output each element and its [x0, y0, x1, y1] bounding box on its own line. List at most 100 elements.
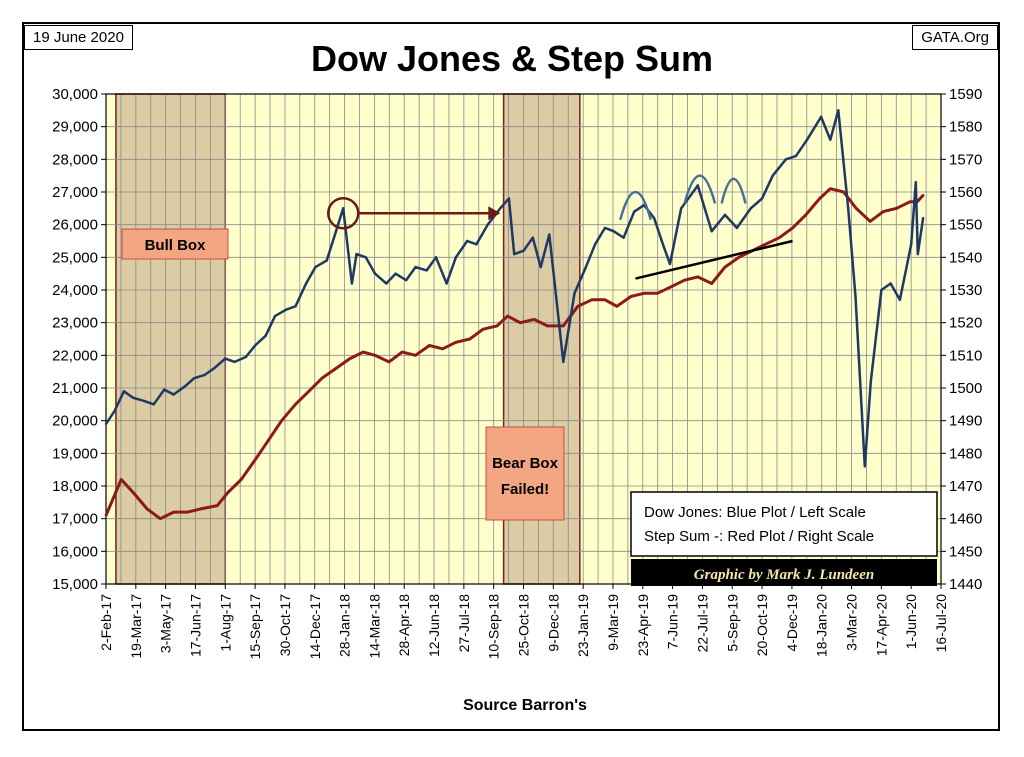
- x-tick-label: 30-Oct-17: [277, 594, 293, 656]
- dow-point: [304, 282, 308, 285]
- dow-point: [531, 236, 534, 239]
- dow-jones-line: [104, 109, 925, 468]
- dow-point: [837, 109, 840, 112]
- x-tick-label: 28-Jan-18: [337, 594, 353, 657]
- y-right-tick-label: 1440: [949, 576, 982, 593]
- y-left-tick-label: 18,000: [52, 478, 98, 495]
- x-tick-label: 22-Jul-19: [694, 594, 710, 653]
- step-sum-point: [829, 187, 832, 191]
- step-sum-point: [546, 324, 549, 328]
- dow-point: [454, 256, 458, 259]
- x-tick-label: 17-Apr-20: [873, 594, 889, 656]
- x-tick-label: 5-Sep-19: [724, 594, 740, 652]
- top-arc-annotation: [720, 177, 747, 204]
- step-sum-point: [518, 321, 522, 324]
- dow-point: [212, 367, 216, 370]
- dow-point: [909, 243, 913, 246]
- step-sum-point: [683, 278, 686, 282]
- dow-point: [350, 282, 354, 285]
- dow-point: [273, 314, 277, 318]
- y-left-tick-label: 23,000: [52, 315, 98, 332]
- y-left-tick-label: 22,000: [52, 347, 98, 364]
- x-tick-label: 20-Oct-19: [754, 594, 770, 656]
- trend-line-annotation: [635, 239, 793, 280]
- dow-point: [325, 259, 328, 262]
- step-sum-point: [414, 354, 417, 357]
- dow-point: [294, 305, 297, 308]
- dow-point: [414, 265, 417, 269]
- bear-box-label-line1: Bear Box: [492, 455, 559, 472]
- dow-point: [394, 272, 397, 275]
- step-sum-point: [104, 514, 108, 517]
- step-sum-point: [239, 478, 243, 481]
- dow-point: [513, 252, 516, 256]
- x-tick-label: 10-Sep-18: [486, 594, 502, 660]
- step-sum-point: [696, 275, 700, 279]
- step-sum-point: [186, 510, 189, 514]
- step-sum-point: [908, 200, 912, 204]
- step-sum-point: [294, 403, 297, 406]
- step-sum-point: [468, 337, 472, 341]
- dow-point: [723, 213, 727, 217]
- y-right-tick-label: 1570: [949, 151, 982, 168]
- dow-point: [507, 197, 511, 200]
- dow-point: [735, 226, 739, 230]
- dow-point: [233, 360, 236, 364]
- step-sum-point: [778, 236, 781, 240]
- dow-point: [819, 115, 823, 119]
- step-sum-point: [737, 256, 741, 259]
- step-sum-point: [495, 324, 499, 328]
- y-right-tick-label: 1450: [949, 543, 982, 560]
- y-right-tick-label: 1510: [949, 347, 982, 364]
- dow-point: [548, 233, 551, 236]
- dow-point: [445, 282, 448, 285]
- y-left-tick-label: 16,000: [52, 543, 98, 560]
- x-tick-label: 18-Jan-20: [814, 594, 830, 657]
- x-tick-label: 28-Apr-18: [396, 594, 412, 656]
- dow-point: [425, 269, 428, 272]
- dow-point: [863, 465, 866, 468]
- step-sum-point: [481, 327, 485, 331]
- credit-text: Graphic by Mark J. Lundeen: [694, 567, 874, 583]
- x-tick-label: 1-Jun-20: [903, 594, 919, 649]
- x-tick-label: 19-Mar-17: [128, 594, 144, 659]
- step-sum-point: [131, 491, 135, 494]
- top-arc-annotation: [683, 174, 717, 204]
- dow-point: [152, 403, 155, 406]
- dow-point: [603, 226, 607, 230]
- x-tick-label: 9-Dec-18: [545, 594, 561, 652]
- dow-point: [760, 197, 764, 200]
- step-sum-point: [791, 226, 794, 230]
- step-sum-point: [172, 510, 175, 514]
- dow-point: [405, 279, 408, 282]
- dow-point: [224, 357, 227, 360]
- x-tick-label: 15-Sep-17: [247, 594, 263, 660]
- x-tick-label: 2-Feb-17: [98, 594, 114, 651]
- bull-box-shading: [115, 93, 227, 585]
- step-sum-point: [348, 357, 352, 360]
- dow-point: [680, 207, 683, 210]
- step-sum-point: [561, 324, 565, 328]
- dow-point: [203, 373, 206, 377]
- y-left-tick-label: 17,000: [52, 511, 98, 528]
- step-sum-point: [159, 517, 162, 520]
- dow-point: [522, 249, 525, 252]
- dow-point: [163, 388, 166, 391]
- dow-point: [749, 207, 753, 210]
- dow-point: [264, 334, 267, 337]
- step-sum-point: [576, 305, 580, 308]
- dow-point: [104, 422, 108, 426]
- y-right-tick-label: 1530: [949, 282, 982, 299]
- x-tick-label: 27-Jul-18: [456, 594, 472, 653]
- dow-point: [183, 385, 187, 388]
- step-sum-point: [253, 458, 257, 462]
- dow-point: [854, 295, 857, 298]
- step-sum-point: [373, 354, 377, 357]
- dow-point: [880, 288, 883, 292]
- x-tick-label: 23-Apr-19: [635, 594, 651, 656]
- y-right-tick-label: 1590: [949, 86, 982, 103]
- dow-point: [342, 207, 345, 210]
- y-left-tick-label: 29,000: [52, 119, 98, 136]
- dow-point: [562, 360, 565, 364]
